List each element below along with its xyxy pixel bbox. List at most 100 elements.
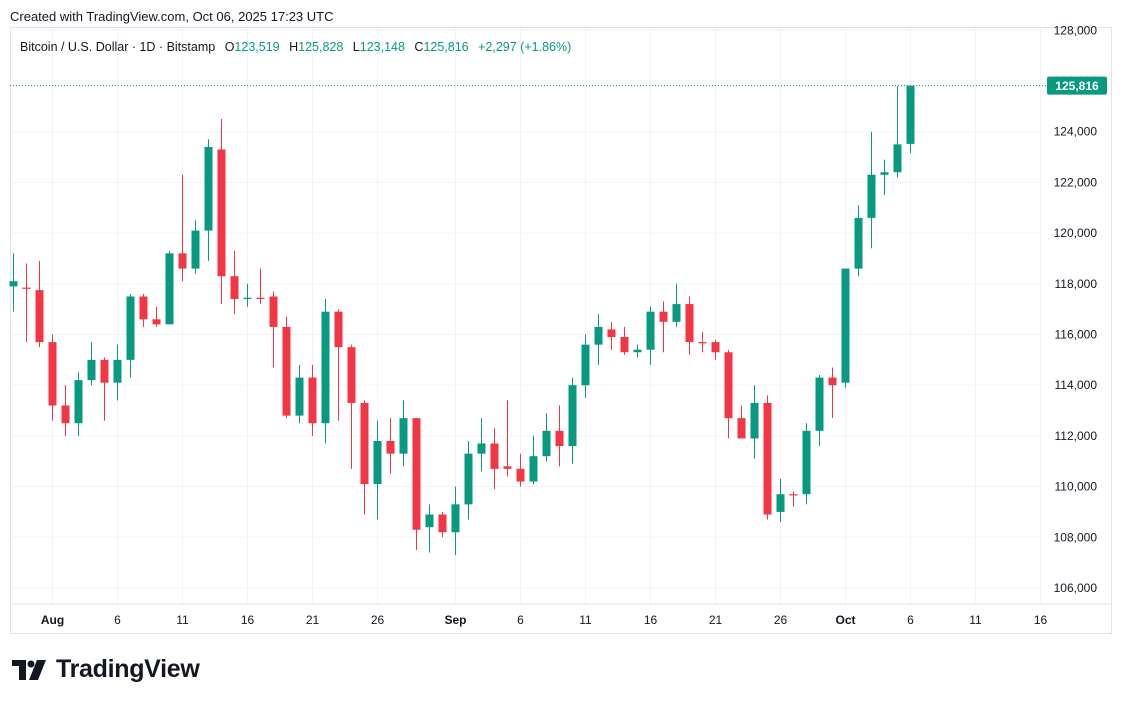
- y-tick-label: 110,000: [1055, 480, 1098, 494]
- candle-body: [282, 326, 291, 416]
- candle-body: [347, 347, 356, 403]
- open-value: 123,519: [234, 40, 280, 54]
- candle: [87, 342, 96, 386]
- candle-body: [815, 377, 824, 431]
- x-tick-label: 16: [241, 613, 255, 627]
- candle-body: [165, 253, 174, 325]
- candle-body: [490, 443, 499, 469]
- candle: [815, 375, 824, 447]
- candle-body: [152, 319, 161, 325]
- tradingview-logo[interactable]: TradingView: [12, 655, 200, 684]
- candle: [178, 174, 187, 282]
- candle-body: [74, 380, 83, 424]
- candle: [412, 418, 421, 550]
- candle-body: [737, 418, 746, 439]
- candle-body: [230, 276, 239, 300]
- candle: [477, 418, 486, 472]
- candle: [724, 349, 733, 439]
- candle-body: [334, 311, 343, 348]
- candle: [217, 119, 226, 305]
- y-tick-label: 122,000: [1054, 175, 1098, 189]
- candle: [373, 420, 382, 520]
- symbol-description: Bitcoin / U.S. Dollar · 1D · Bitstamp: [20, 40, 216, 54]
- candle: [685, 296, 694, 355]
- x-tick-label: 16: [1034, 613, 1048, 627]
- candle: [503, 400, 512, 477]
- candle: [672, 283, 681, 327]
- candle: [451, 486, 460, 556]
- x-tick-label: Aug: [41, 613, 64, 627]
- candle-body: [867, 174, 876, 218]
- candle-body: [48, 342, 57, 406]
- candle-body: [724, 352, 733, 419]
- candle: [139, 293, 148, 327]
- candle: [594, 314, 603, 365]
- candle: [61, 385, 70, 436]
- candle-body: [529, 456, 538, 482]
- candle-body: [503, 466, 512, 469]
- candle-body: [61, 405, 70, 424]
- close-value: 125,816: [423, 40, 469, 54]
- candle: [9, 253, 18, 312]
- candle: [607, 321, 616, 350]
- candle-body: [373, 440, 382, 485]
- candle-body: [126, 296, 135, 360]
- candle-body: [438, 514, 447, 533]
- candle: [698, 331, 707, 353]
- created-with-text: Created with TradingView.com, Oct 06, 20…: [10, 9, 334, 24]
- candle: [360, 400, 369, 515]
- x-tick-label: Oct: [835, 613, 855, 627]
- candle-body: [308, 377, 317, 424]
- candle: [399, 400, 408, 467]
- candle-body: [464, 453, 473, 505]
- candle-body: [555, 430, 564, 447]
- candle: [256, 268, 265, 305]
- candle-body: [542, 430, 551, 457]
- y-tick-label: 116,000: [1055, 328, 1098, 342]
- candle-body: [9, 281, 18, 287]
- candle: [74, 372, 83, 436]
- candle: [620, 326, 629, 355]
- candle-body: [425, 514, 434, 528]
- candle: [100, 357, 109, 421]
- high-label: H: [289, 40, 299, 54]
- y-tick-label: 106,000: [1054, 581, 1098, 595]
- candle: [126, 293, 135, 378]
- y-tick-label: 128,000: [1054, 23, 1098, 37]
- y-tick-label: 118,000: [1055, 277, 1098, 291]
- candle-body: [607, 329, 616, 338]
- candle: [308, 364, 317, 436]
- candle: [22, 263, 31, 343]
- candle: [230, 250, 239, 315]
- chart-frame: [10, 27, 1112, 634]
- candle: [516, 453, 525, 487]
- candle: [711, 339, 720, 360]
- x-tick-label: 16: [644, 613, 658, 627]
- candle-body: [776, 494, 785, 512]
- candle: [906, 85, 915, 154]
- candle: [191, 220, 200, 274]
- grid-layer: [10, 28, 1041, 604]
- candle: [334, 309, 343, 421]
- candle-body: [321, 311, 330, 424]
- candle-body: [594, 326, 603, 345]
- candle-body: [516, 468, 525, 482]
- candle-body: [139, 296, 148, 320]
- candle: [529, 435, 538, 485]
- y-tick-label: 112,000: [1055, 429, 1098, 443]
- candle: [893, 86, 902, 178]
- candle: [269, 291, 278, 368]
- tradingview-logo-icon: [12, 659, 46, 680]
- candle-body: [698, 342, 707, 344]
- candle-body: [685, 304, 694, 343]
- candle: [802, 423, 811, 505]
- candle: [295, 364, 304, 424]
- candle: [646, 306, 655, 365]
- x-tick-label: 6: [517, 613, 524, 627]
- x-tick-label: 11: [969, 613, 982, 627]
- x-tick-label: 11: [579, 613, 592, 627]
- candle: [542, 413, 551, 462]
- x-tick-label: 21: [306, 613, 320, 627]
- candle: [854, 205, 863, 277]
